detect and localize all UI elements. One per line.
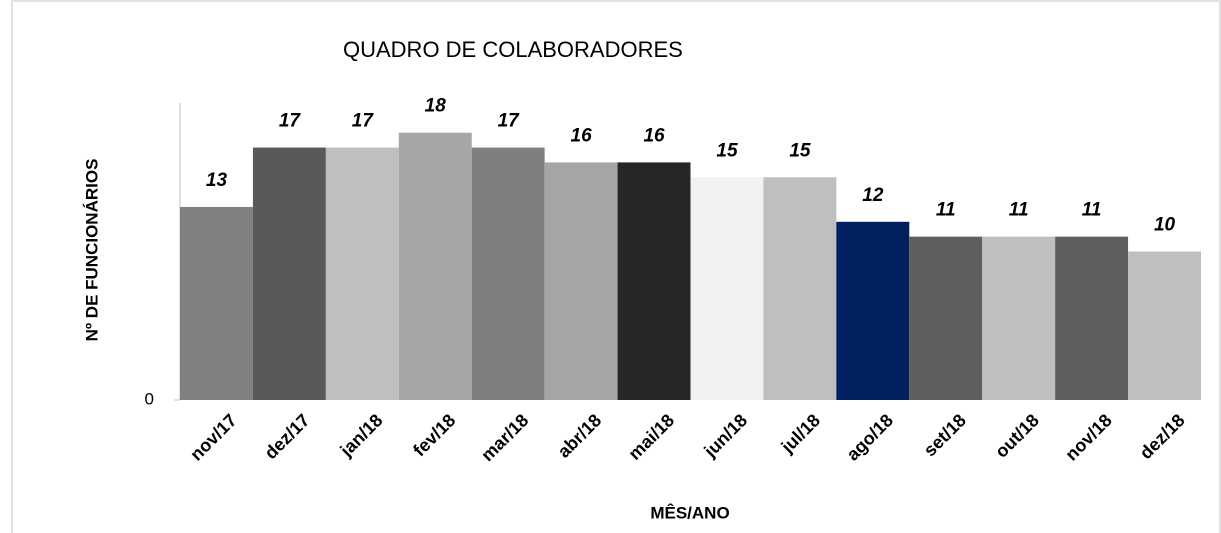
bar bbox=[1055, 236, 1129, 400]
data-label: 17 bbox=[498, 111, 521, 132]
bar bbox=[617, 162, 691, 400]
bar bbox=[1128, 251, 1201, 400]
data-label: 16 bbox=[643, 125, 665, 146]
bar bbox=[180, 206, 253, 400]
data-label: 13 bbox=[206, 170, 228, 191]
data-label: 10 bbox=[1154, 215, 1176, 236]
data-label: 17 bbox=[352, 111, 375, 132]
x-tick-label: mar/18 bbox=[477, 410, 532, 465]
bar bbox=[398, 132, 472, 400]
bar bbox=[763, 177, 837, 400]
x-tick-label: dez/17 bbox=[261, 410, 314, 463]
bar bbox=[690, 177, 764, 400]
bar bbox=[836, 221, 910, 400]
data-label: 17 bbox=[279, 111, 302, 132]
x-axis-title: MÊS/ANO bbox=[650, 503, 729, 522]
data-label: 11 bbox=[1009, 200, 1029, 221]
data-label: 16 bbox=[571, 125, 593, 146]
x-tick-label: nov/17 bbox=[186, 410, 240, 464]
x-tick-label: nov/18 bbox=[1061, 410, 1115, 464]
x-tick-label: fev/18 bbox=[409, 410, 459, 460]
data-label: 15 bbox=[716, 140, 738, 161]
x-tick-label: dez/18 bbox=[1136, 410, 1189, 463]
data-label: 11 bbox=[936, 200, 956, 221]
data-label: 18 bbox=[425, 96, 447, 117]
y-axis-title: Nº DE FUNCIONÁRIOS bbox=[82, 159, 101, 342]
x-tick-label: ago/18 bbox=[843, 410, 897, 464]
bar bbox=[909, 236, 983, 400]
x-tick-label: set/18 bbox=[920, 410, 970, 460]
bar bbox=[325, 147, 399, 400]
chart-frame bbox=[11, 0, 1221, 533]
data-label: 15 bbox=[789, 140, 811, 161]
chart-title: QUADRO DE COLABORADORES bbox=[343, 37, 683, 62]
x-tick-label: out/18 bbox=[991, 410, 1043, 462]
data-label: 11 bbox=[1082, 200, 1102, 221]
x-tick-label: jan/18 bbox=[336, 410, 387, 461]
y-tick-label: 0 bbox=[145, 389, 154, 408]
bar bbox=[252, 147, 326, 400]
bar bbox=[471, 147, 545, 400]
bar bbox=[982, 236, 1056, 400]
x-tick-label: abr/18 bbox=[554, 410, 606, 462]
x-tick-label: jun/18 bbox=[700, 410, 752, 462]
x-tick-label: mai/18 bbox=[624, 410, 678, 464]
x-tick-label: jul/18 bbox=[777, 410, 824, 457]
bar bbox=[544, 162, 618, 400]
data-label: 12 bbox=[862, 185, 884, 206]
